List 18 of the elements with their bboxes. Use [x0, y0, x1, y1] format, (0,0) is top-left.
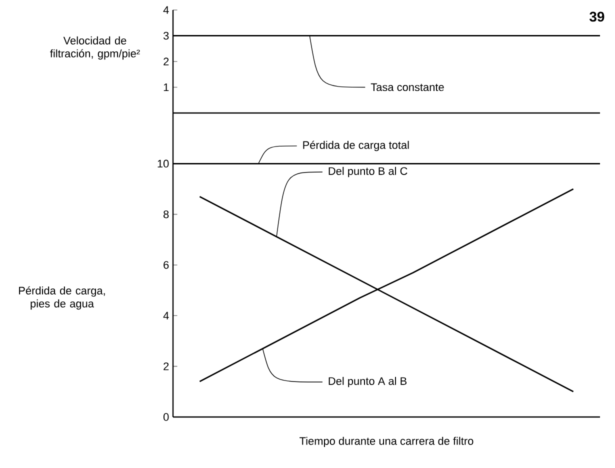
ref-line-label: Tasa constante [370, 83, 444, 92]
y-tick-label: 1 [164, 83, 169, 92]
ref-line-label: Pérdida de carga total [303, 140, 409, 152]
x-axis-title: Tiempo durante una carrera de filtro [300, 436, 474, 448]
y-tick-label: 6 [164, 261, 169, 269]
y-tick-label: 2 [164, 58, 169, 66]
text: Del punto B al C [328, 166, 408, 178]
annotation: 39 [589, 12, 604, 22]
text: Del punto A al B [328, 376, 407, 388]
y-tick-label: 2 [164, 362, 169, 370]
y-tick-label: 8 [164, 210, 169, 218]
y-tick-label: 10 [158, 160, 169, 168]
y-tick-label: 3 [163, 32, 169, 40]
y-axis-title: Pérdida de carga, pies de agua [19, 286, 105, 310]
y-tick-label: 4 [163, 312, 169, 320]
y-tick-label: 0 [163, 413, 169, 421]
y-axis-title: Velocidad de filtración, gpm/pie² [50, 36, 140, 60]
y-tick-label: 4 [163, 6, 169, 14]
